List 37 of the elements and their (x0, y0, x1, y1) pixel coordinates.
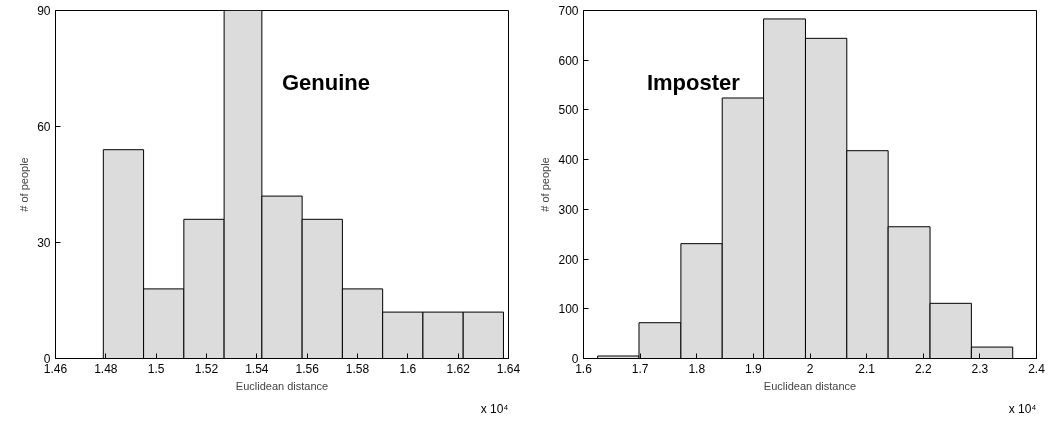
y-tick-label: 60 (37, 120, 51, 134)
x-tick-label: 1.56 (295, 361, 320, 376)
x-tick-label: 1.5 (147, 361, 165, 376)
y-tick-label: 100 (558, 302, 579, 317)
y-tick-label: 30 (37, 236, 51, 250)
x-tick-label: 2.2 (914, 361, 932, 376)
x-tick-label: 2.4 (1028, 361, 1046, 376)
annotation: Genuine (282, 69, 371, 95)
x-tick-label: 1.7 (631, 361, 649, 376)
x-tick-label: 1.58 (345, 361, 370, 376)
y-tick-label: 500 (558, 103, 579, 118)
y-tick-label: 200 (558, 252, 579, 267)
x-tick-label: 2.1 (858, 361, 876, 376)
x-tick-label: 1.62 (446, 361, 471, 376)
x-tick-label: 1.8 (688, 361, 706, 376)
text: x 10⁴ (480, 401, 509, 416)
x-tick-label: 1.64 (496, 361, 521, 376)
x-tick-label: 1.54 (245, 361, 269, 376)
text: x 10⁴ (1008, 401, 1037, 416)
y-tick-label: 0 (43, 352, 51, 366)
y-tick-label: 400 (558, 153, 579, 168)
annotation: Imposter (646, 69, 741, 95)
y-tick-label: 0 (571, 352, 579, 366)
x-axis-title: Euclidean distance (235, 379, 329, 392)
y-tick-label: 700 (558, 4, 579, 18)
x-tick-label: 2 (806, 361, 814, 376)
x-tick-label: 1.48 (94, 361, 118, 376)
x-tick-label: 1.6 (399, 361, 417, 376)
y-axis-title: # of people (18, 157, 31, 212)
y-axis-title: # of people (539, 157, 552, 212)
y-tick-label: 90 (37, 4, 51, 18)
x-tick-label: 1.52 (194, 361, 219, 376)
x-axis-title: Euclidean distance (763, 379, 857, 392)
y-tick-label: 300 (558, 202, 579, 217)
y-tick-label: 600 (558, 53, 579, 68)
x-tick-label: 1.9 (745, 361, 763, 376)
x-tick-label: 2.3 (971, 361, 989, 376)
